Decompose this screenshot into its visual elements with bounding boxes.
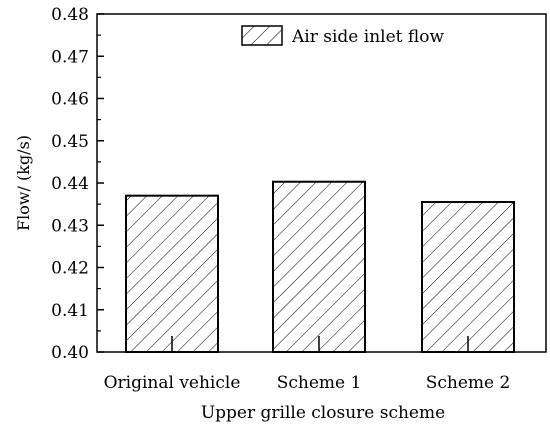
bar <box>421 201 515 353</box>
legend-swatch <box>241 25 283 46</box>
bar <box>125 194 219 353</box>
y-axis-ticks <box>97 13 104 353</box>
legend: Air side inlet flow <box>241 25 444 47</box>
y-tick-label: 0.47 <box>51 47 89 67</box>
x-axis-label: Upper grille closure scheme <box>201 403 445 423</box>
y-tick-label: 0.45 <box>51 132 89 152</box>
legend-label: Air side inlet flow <box>291 27 444 47</box>
x-tick-label: Scheme 1 <box>277 373 362 393</box>
y-axis-tick-labels: 0.40 0.41 0.42 0.43 0.44 0.45 0.46 0.47 0.48 <box>51 5 89 363</box>
x-axis-tick-labels: Original vehicle Scheme 1 Scheme 2 <box>104 373 511 393</box>
x-tick-label: Scheme 2 <box>426 373 511 393</box>
y-tick-label: 0.43 <box>51 216 89 236</box>
x-tick-label: Original vehicle <box>104 373 241 393</box>
y-tick-label: 0.44 <box>51 174 89 194</box>
y-tick-label: 0.48 <box>51 5 89 25</box>
y-tick-label: 0.42 <box>51 259 89 279</box>
bar <box>272 180 366 353</box>
y-axis-label: Flow/ (kg/s) <box>14 135 33 231</box>
y-tick-label: 0.40 <box>51 343 89 363</box>
y-tick-label: 0.41 <box>51 301 89 321</box>
y-tick-label: 0.46 <box>51 90 89 110</box>
bars-group <box>125 180 515 353</box>
